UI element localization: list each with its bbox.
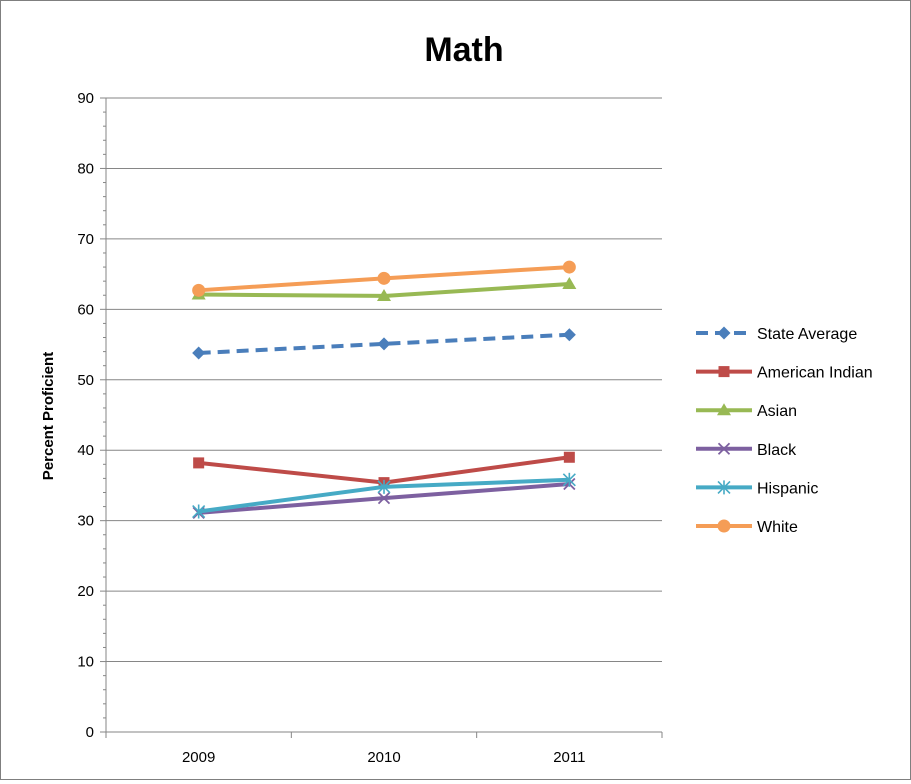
data-point-white (562, 260, 576, 274)
y-tick-label: 40 (77, 442, 94, 459)
series-hispanic (192, 472, 576, 519)
y-tick-label: 30 (77, 513, 94, 530)
y-axis-title: Percent Proficient (40, 352, 57, 480)
legend-marker (717, 326, 731, 340)
axes: 0 10 20 30 40 50 60 70 80 90 2009 2010 2011 (77, 90, 663, 766)
y-tick-label: 60 (77, 301, 94, 318)
legend-label: American Indian (757, 365, 873, 382)
legend-marker (717, 442, 731, 455)
legend-label: Hispanic (757, 480, 818, 497)
data-point-white (192, 283, 206, 297)
legend-label: State Average (757, 326, 857, 343)
data-point-hispanic (562, 472, 576, 487)
x-tick-label: 2010 (367, 749, 400, 766)
series-white (192, 260, 576, 297)
data-point-hispanic (192, 504, 206, 519)
legend-label: White (757, 519, 798, 536)
gridlines (106, 97, 662, 663)
data-point-american-indian (193, 457, 205, 469)
data-point-white (377, 271, 391, 285)
data-point-hispanic (377, 479, 391, 494)
legend-label: Black (757, 442, 797, 459)
data-point-black (377, 491, 391, 505)
legend-marker (717, 519, 731, 533)
x-tick-label: 2011 (553, 749, 585, 766)
chart-title: Math (424, 31, 503, 69)
legend-marker (718, 366, 730, 378)
series-state-average (192, 328, 576, 360)
legend-item-black: Black (696, 442, 797, 459)
data-point-asian (562, 276, 577, 289)
y-tick-label: 70 (77, 231, 94, 248)
data-point-american-indian (563, 451, 575, 463)
y-tick-label: 90 (77, 90, 94, 107)
series-lines (191, 260, 577, 520)
y-tick-label: 80 (77, 160, 94, 177)
series-line-state-average (198, 332, 570, 356)
legend: State Average American Indian Asian Black Hi… (696, 326, 873, 536)
legend-item-white: White (696, 519, 798, 536)
y-tick-label: 50 (77, 372, 94, 389)
legend-item-asian: Asian (696, 403, 797, 420)
y-tick-label: 20 (77, 583, 94, 600)
legend-marker (717, 480, 731, 495)
legend-item-hispanic: Hispanic (696, 480, 818, 497)
data-point-asian (377, 288, 391, 301)
legend-marker (717, 403, 731, 416)
legend-label: Asian (757, 403, 797, 420)
legend-item-state-average: State Average (696, 326, 857, 343)
legend-item-american-indian: American Indian (696, 365, 873, 382)
data-point-state-average (562, 328, 576, 342)
data-point-state-average (192, 346, 206, 360)
y-tick-label: 0 (86, 724, 94, 741)
y-tick-label: 10 (77, 654, 94, 671)
x-tick-label: 2009 (182, 749, 215, 766)
data-point-state-average (377, 337, 391, 351)
